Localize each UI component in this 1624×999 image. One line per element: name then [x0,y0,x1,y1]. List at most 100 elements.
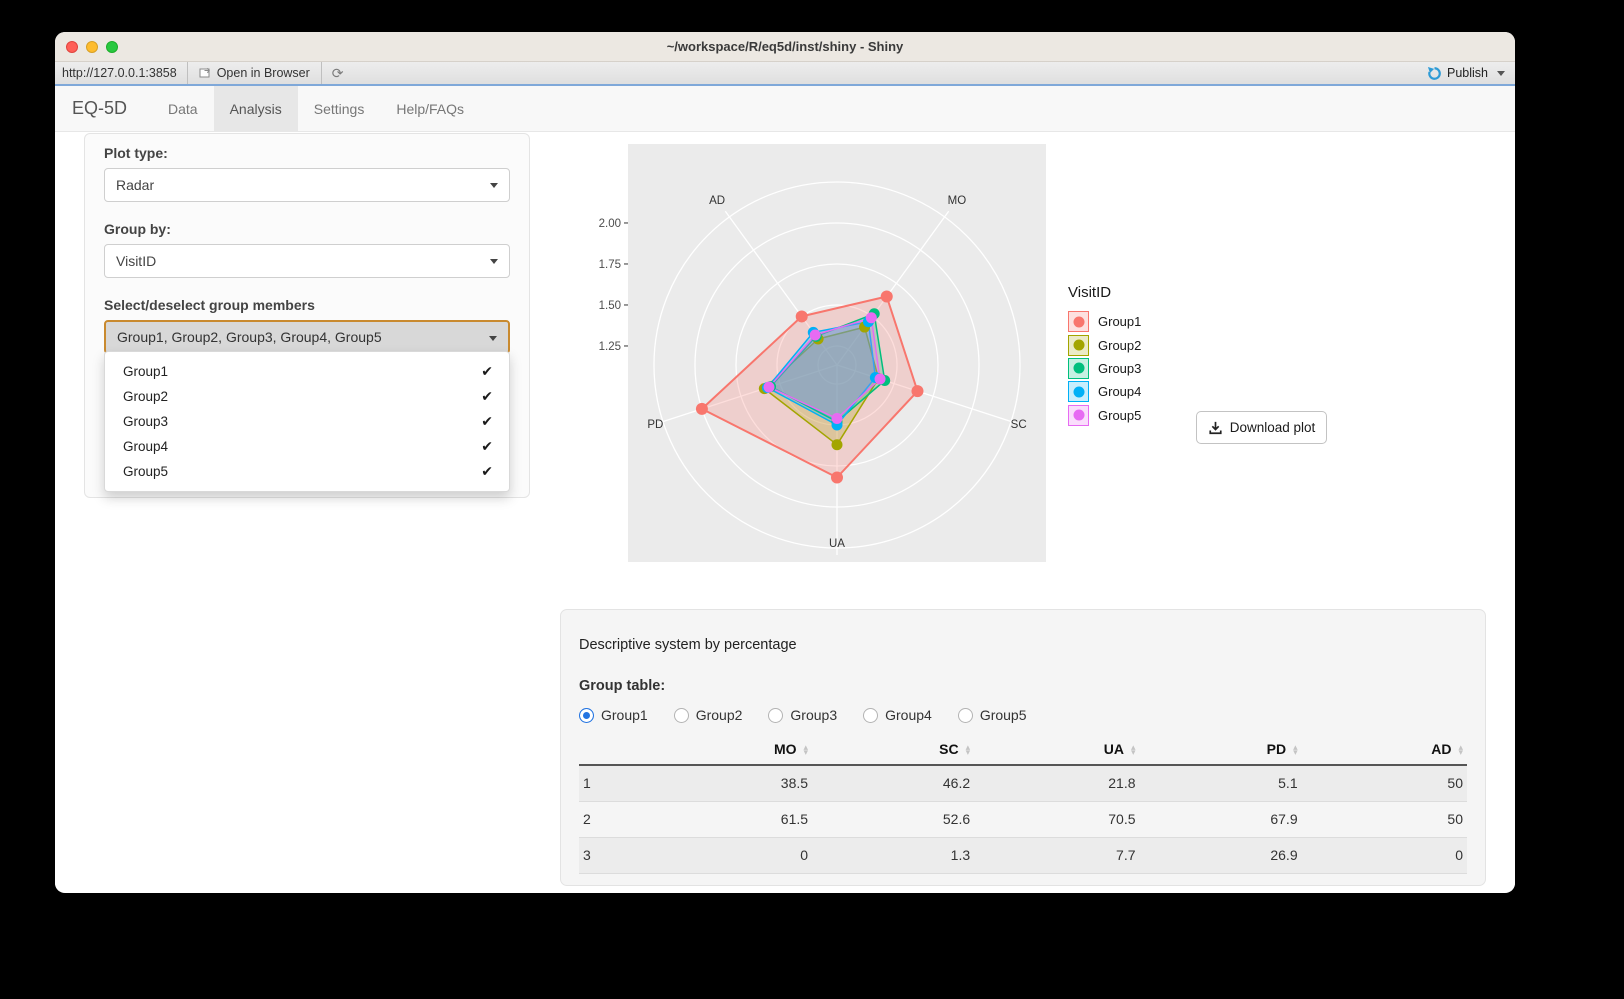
column-header-rowname [579,738,637,766]
legend-item-group1: Group1 [1068,310,1141,333]
radio-unselected-icon [673,707,689,723]
legend-title: VisitID [1068,284,1112,301]
group-by-group: Group by: VisitID [104,221,510,278]
legend-swatch [1068,334,1089,356]
column-header-pd[interactable]: PD ▴ ▾ [1139,738,1302,766]
check-icon: ✔ [481,388,493,404]
dropdown-option-group1[interactable]: Group1 ✔ [105,359,509,384]
table-row[interactable]: 3 0 1.3 7.7 26.9 0 [579,836,1467,873]
radio-label: Group1 [601,707,648,723]
group-by-label: Group by: [104,221,171,237]
svg-text:UA: UA [829,538,845,550]
option-label: Group2 [123,389,169,404]
check-icon: ✔ [481,463,493,479]
value-cell: 50 [1301,800,1467,837]
close-window-icon[interactable] [66,41,78,53]
radio-group5[interactable]: Group5 [957,707,1027,723]
radar-chart: 2.00 1.75 1.50 1.25 MO SC UA PD AD [580,142,1050,562]
plot-type-value: Radar [116,177,155,193]
window-title: ~/workspace/R/eq5d/inst/shiny - Shiny [666,39,904,54]
percentage-table: MO ▴ ▾ SC ▴ ▾ UA ▴ ▾ PD ▴ ▾ AD ▴ ▾ 1 38.5 46.2 21.8 5.1 50 2… [579,738,1467,874]
value-cell: 7.7 [974,836,1140,873]
legend-item-group2: Group2 [1068,333,1141,356]
radio-unselected-icon [957,707,973,723]
radio-group4[interactable]: Group4 [863,707,932,723]
column-header-sc[interactable]: SC ▴ ▾ [812,738,975,766]
value-cell: 67.9 [1139,800,1302,837]
tab-settings[interactable]: Settings [313,100,365,117]
column-header-ad[interactable]: AD ▴ ▾ [1301,738,1467,766]
descriptive-panel: Descriptive system by percentage Group t… [560,609,1486,886]
radio-label: Group4 [885,707,932,723]
radio-group2[interactable]: Group2 [673,707,743,723]
window-titlebar[interactable]: ~/workspace/R/eq5d/inst/shiny - Shiny [55,32,1515,62]
row-name-cell: 1 [583,775,591,792]
row-name-cell: 3 [579,836,637,873]
tab-analysis[interactable]: Analysis [213,86,298,131]
publish-button[interactable]: Publish [1417,62,1515,84]
radio-group3[interactable]: Group3 [768,707,837,723]
column-header-mo[interactable]: MO ▴ ▾ [637,738,813,766]
option-label: Group1 [123,364,169,379]
value-cell: 26.9 [1139,836,1302,873]
tab-data[interactable]: Data [168,100,198,117]
radio-label: Group3 [790,707,838,723]
group-by-value: VisitID [116,253,157,269]
svg-text:MO: MO [948,195,967,207]
column-header-ua[interactable]: UA ▴ ▾ [974,738,1140,766]
value-cell: 0 [637,836,813,873]
group-by-select[interactable]: VisitID [104,244,510,278]
refresh-icon[interactable]: ⟳ [331,64,344,81]
dropdown-option-group5[interactable]: Group5 ✔ [105,459,509,484]
page-content: Plot type: Radar Group by: VisitID Selec… [55,132,1515,891]
url-text: http://127.0.0.1:3858 [62,66,177,80]
nav-tabs: Data Analysis Settings Help/FAQs [152,86,480,131]
value-cell: 1.3 [812,836,975,873]
chart-legend: VisitID Group1 Group2 Group3 Group4 Group5 [1068,284,1141,427]
radio-group1[interactable]: Group1 [579,707,648,723]
svg-text:AD: AD [709,195,725,207]
open-in-browser-button[interactable]: Open in Browser [188,62,321,84]
legend-label: Group5 [1098,407,1142,423]
radio-selected-icon [579,707,594,723]
minimize-window-icon[interactable] [86,41,98,53]
legend-label: Group1 [1098,314,1142,330]
value-cell: 21.8 [1108,775,1136,792]
svg-text:SC: SC [1011,419,1027,431]
radar-plot: 2.00 1.75 1.50 1.25 MO SC UA PD AD [599,144,1046,562]
app-brand: EQ-5D [72,98,128,118]
sort-arrows-icon: ▴ ▾ [803,741,809,758]
download-plot-button[interactable]: Download plot [1196,411,1327,444]
dropdown-option-group4[interactable]: Group4 ✔ [105,434,509,459]
value-cell: 61.5 [637,800,813,837]
value-cell: 70.5 [974,800,1140,837]
publish-caret-icon [1497,70,1505,76]
radio-unselected-icon [863,707,879,723]
group-members-dropdown: Group1 ✔ Group2 ✔ Group3 ✔ Group4 ✔ Group5 ✔ [104,351,510,492]
table-row[interactable]: 2 61.5 52.6 70.5 67.9 50 [579,800,1467,837]
download-icon [1209,421,1222,434]
group-members-value: Group1, Group2, Group3, Group4, Group5 [117,329,382,345]
dropdown-option-group2[interactable]: Group2 ✔ [105,384,509,409]
value-cell: 5.1 [1278,775,1298,792]
table-row[interactable]: 1 38.5 46.2 21.8 5.1 50 [579,765,1467,801]
publish-icon [1427,66,1441,80]
svg-text:PD: PD [647,419,663,431]
value-cell: 46.2 [942,775,971,792]
dropdown-option-group3[interactable]: Group3 ✔ [105,409,509,434]
plot-type-select[interactable]: Radar [104,168,510,202]
tab-help-faqs[interactable]: Help/FAQs [396,100,465,117]
row-name-cell: 2 [579,800,637,837]
check-icon: ✔ [481,363,493,379]
zoom-window-icon[interactable] [106,41,118,53]
group-members-group: Select/deselect group members Group1, Gr… [104,297,510,354]
group-members-picker[interactable]: Group1, Group2, Group3, Group4, Group5 [104,320,510,354]
descriptive-title: Descriptive system by percentage [579,637,797,653]
download-plot-label: Download plot [1229,420,1316,435]
plot-type-group: Plot type: Radar [104,145,510,202]
radio-label: Group2 [695,707,743,723]
group-members-label: Select/deselect group members [104,297,315,313]
sort-arrows-icon: ▴ ▾ [965,741,971,758]
legend-item-group5: Group5 [1068,404,1141,427]
